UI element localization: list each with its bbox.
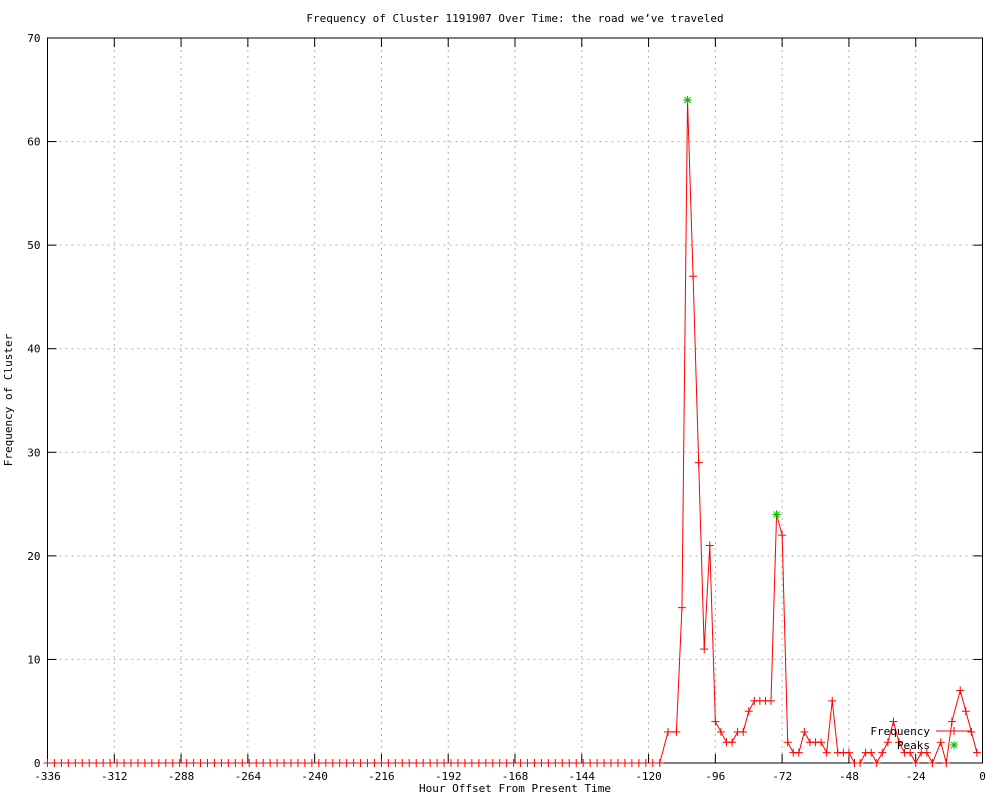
gridlines (47, 38, 983, 763)
y-tick-label: 0 (34, 757, 41, 770)
x-tick-label: -48 (839, 770, 859, 783)
y-tick-label: 10 (27, 653, 40, 666)
y-tick-label: 70 (27, 32, 40, 45)
y-tick-label: 40 (27, 343, 40, 356)
legend-sample-frequency (936, 727, 972, 735)
x-tick-label: -264 (235, 770, 262, 783)
x-tick-label: -96 (705, 770, 725, 783)
x-tick-label: -144 (569, 770, 596, 783)
series-peaks (683, 96, 781, 519)
y-tick-label: 20 (27, 550, 40, 563)
x-tick-label: -120 (635, 770, 662, 783)
y-axis-label: Frequency of Cluster (2, 333, 15, 466)
legend-sample-peaks (950, 741, 958, 749)
x-tick-label: -24 (906, 770, 926, 783)
x-tick-label: -72 (772, 770, 792, 783)
x-tick-label: -192 (435, 770, 462, 783)
legend-label-peaks: Peaks (897, 739, 930, 752)
x-tick-label: -216 (368, 770, 395, 783)
x-tick-label: 0 (979, 770, 986, 783)
x-tick-label: -168 (502, 770, 529, 783)
legend-label-frequency: Frequency (870, 725, 930, 738)
x-tick-label: -336 (34, 770, 61, 783)
y-tick-label: 50 (27, 239, 40, 252)
x-tick-label: -288 (168, 770, 195, 783)
x-tick-label: -312 (101, 770, 128, 783)
x-tick-label: -240 (301, 770, 328, 783)
x-axis-label: Hour Offset From Present Time (419, 782, 611, 795)
y-tick-label: 30 (27, 446, 40, 459)
tick-labels: -336 -312 -288 -264 -240 -216 -192 -168 -144 -120… (27, 32, 986, 783)
chart-title: Frequency of Cluster 1191907 Over Time: … (306, 12, 723, 25)
series-line (47, 100, 978, 765)
axis-ticks (47, 37, 983, 764)
y-tick-label: 60 (27, 136, 40, 149)
series-frequency (43, 96, 981, 767)
